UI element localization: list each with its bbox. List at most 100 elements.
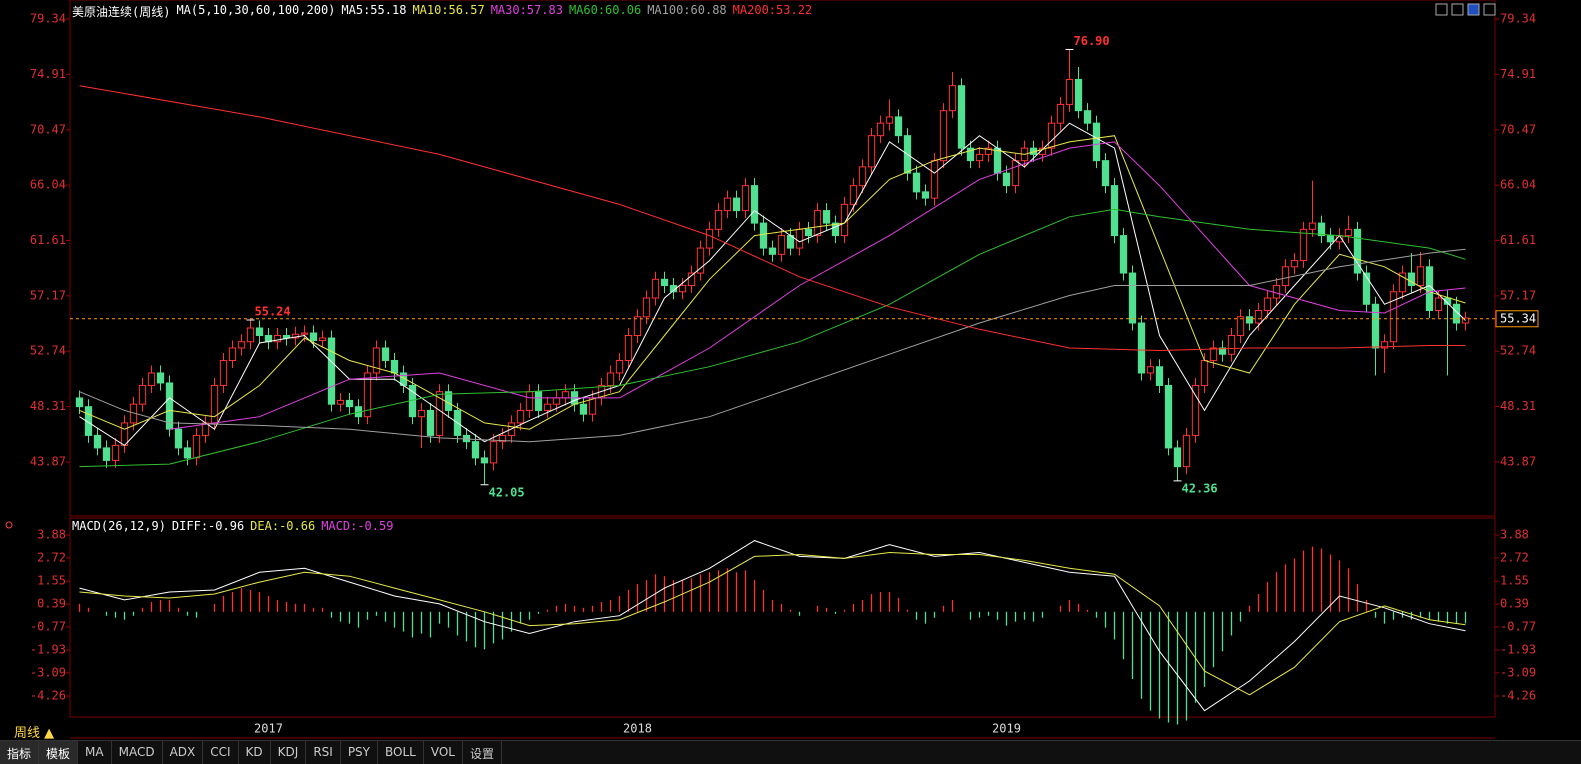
tab[interactable]: 指标 (0, 741, 40, 764)
y-tick-label: 3.88 (1500, 528, 1529, 542)
y-tick-label: 74.91 (30, 67, 66, 81)
candle-body (1245, 316, 1254, 324)
candle-body (552, 397, 561, 405)
candle-body (1299, 228, 1308, 262)
candle-body (1218, 347, 1227, 355)
tool-button[interactable] (1451, 3, 1464, 16)
candle-body (984, 147, 993, 155)
tab[interactable]: KD (239, 741, 271, 764)
candle-body (192, 434, 201, 459)
candle-body (480, 457, 489, 464)
ma-line (79, 208, 1466, 468)
candle-body (876, 122, 885, 137)
candle-body (741, 185, 750, 212)
candle-body (183, 447, 192, 459)
price-panel (69, 0, 1496, 517)
candle-body (957, 85, 966, 149)
legend-entry: MA60:60.06 (568, 3, 642, 17)
y-tick-label: 52.74 (1500, 344, 1536, 358)
candle-body (1227, 334, 1236, 355)
candle-body (975, 153, 984, 162)
tool-button[interactable] (1467, 3, 1480, 16)
candle-body (1281, 266, 1290, 287)
tab[interactable]: 模板 (39, 741, 79, 764)
candle-body (822, 210, 831, 224)
y-tick-label: -0.77 (30, 620, 66, 634)
tab[interactable]: BOLL (378, 741, 424, 764)
candle-body (498, 434, 507, 443)
candle-body (1056, 103, 1065, 124)
y-tick-label: 70.47 (1500, 122, 1536, 136)
candle-body (768, 247, 777, 255)
y-tick-label: 3.88 (37, 528, 66, 542)
tab[interactable]: MACD (112, 741, 163, 764)
tab[interactable]: CCI (203, 741, 239, 764)
candle-body (1110, 185, 1119, 237)
legend-entry: MACD:-0.59 (321, 519, 394, 533)
candle-body (1290, 260, 1299, 268)
tab[interactable]: KDJ (271, 741, 307, 764)
y-tick-label: 48.31 (1500, 399, 1536, 413)
tool-button[interactable] (1435, 3, 1448, 16)
candle-body (687, 272, 696, 287)
candle-body (1263, 297, 1272, 312)
tab[interactable]: MA (78, 741, 112, 764)
y-tick-label: -3.09 (30, 665, 66, 679)
y-tick-label: 70.47 (30, 122, 66, 136)
candle-body (1254, 310, 1263, 324)
panel-icon (5, 521, 13, 529)
y-tick-label: 57.17 (30, 288, 66, 302)
y-tick-label: -4.26 (30, 689, 66, 703)
candle-body (660, 278, 669, 287)
tool-button[interactable] (1483, 3, 1496, 16)
candle-body (516, 409, 525, 424)
y-tick-label: -1.93 (30, 642, 66, 656)
price-legend: 美原油连续(周线) MA(5,10,30,60,100,200) MA5:55.… (72, 3, 812, 20)
candle-body (750, 185, 759, 224)
y-tick-label: 52.74 (30, 344, 66, 358)
candle-body (93, 434, 102, 449)
candle-body (831, 222, 840, 237)
period-button[interactable]: 周线 ▲ (14, 726, 55, 741)
y-tick-label: 48.31 (30, 399, 66, 413)
candle-body (471, 441, 480, 459)
tab[interactable]: ADX (163, 741, 204, 764)
candle-body (219, 359, 228, 386)
y-tick-label: 61.61 (30, 233, 66, 247)
tab[interactable]: RSI (306, 741, 341, 764)
candle-body (849, 185, 858, 205)
candle-body (1092, 122, 1101, 162)
candle-body (426, 409, 435, 436)
candle-body (255, 327, 264, 336)
candle-body (858, 166, 867, 187)
candle-body (912, 172, 921, 193)
candle-body (1011, 160, 1020, 187)
candle-body (669, 285, 678, 293)
tab[interactable]: PSY (341, 741, 378, 764)
candle-body (84, 406, 93, 436)
candle-body (390, 359, 399, 374)
tab[interactable]: 设置 (463, 741, 502, 764)
candle-body (228, 347, 237, 361)
candle-body (1038, 147, 1047, 155)
annotation: 55.24 (255, 305, 291, 319)
ma-line (79, 135, 1466, 430)
candle-body (111, 444, 120, 461)
annotation: 42.36 (1182, 481, 1218, 495)
candle-body (1398, 272, 1407, 293)
y-tick-label: 43.87 (30, 455, 66, 469)
candle-body (1002, 172, 1011, 187)
candle-body (435, 391, 444, 436)
toolbar[interactable] (1435, 3, 1496, 16)
candle-body (1272, 285, 1281, 299)
candle-body (525, 391, 534, 411)
tab[interactable]: VOL (424, 741, 463, 764)
candle-body (1182, 434, 1191, 468)
candle-body (777, 235, 786, 255)
candle-body (1200, 359, 1209, 386)
candle-body (372, 347, 381, 374)
candle-body (966, 147, 975, 162)
candle-body (993, 147, 1002, 174)
y-tick-label: 1.55 (37, 574, 66, 588)
candle-body (147, 372, 156, 386)
